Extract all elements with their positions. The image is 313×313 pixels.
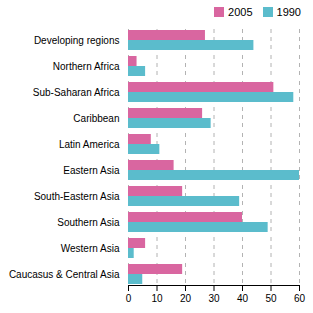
svg-text:Developing regions: Developing regions — [34, 35, 120, 46]
svg-text:20: 20 — [180, 293, 192, 304]
svg-text:0: 0 — [126, 293, 132, 304]
svg-text:Northern Africa: Northern Africa — [53, 61, 120, 72]
svg-text:Eastern Asia: Eastern Asia — [63, 165, 120, 176]
svg-text:Sub-Saharan Africa: Sub-Saharan Africa — [33, 87, 120, 98]
svg-text:60: 60 — [294, 293, 306, 304]
svg-text:Caribbean: Caribbean — [73, 113, 119, 124]
svg-text:Caucasus & Central Asia: Caucasus & Central Asia — [9, 269, 120, 280]
html-text:1990: 1990 — [276, 6, 301, 18]
svg-text:30: 30 — [208, 293, 220, 304]
svg-text:Western Asia: Western Asia — [61, 243, 120, 254]
html-text:2005: 2005 — [228, 6, 253, 18]
svg-text:South-Eastern Asia: South-Eastern Asia — [34, 191, 120, 202]
svg-text:Southern Asia: Southern Asia — [57, 217, 120, 228]
svg-text:40: 40 — [237, 293, 249, 304]
svg-text:Latin America: Latin America — [59, 139, 120, 150]
svg-text:50: 50 — [265, 293, 277, 304]
svg-text:10: 10 — [151, 293, 163, 304]
